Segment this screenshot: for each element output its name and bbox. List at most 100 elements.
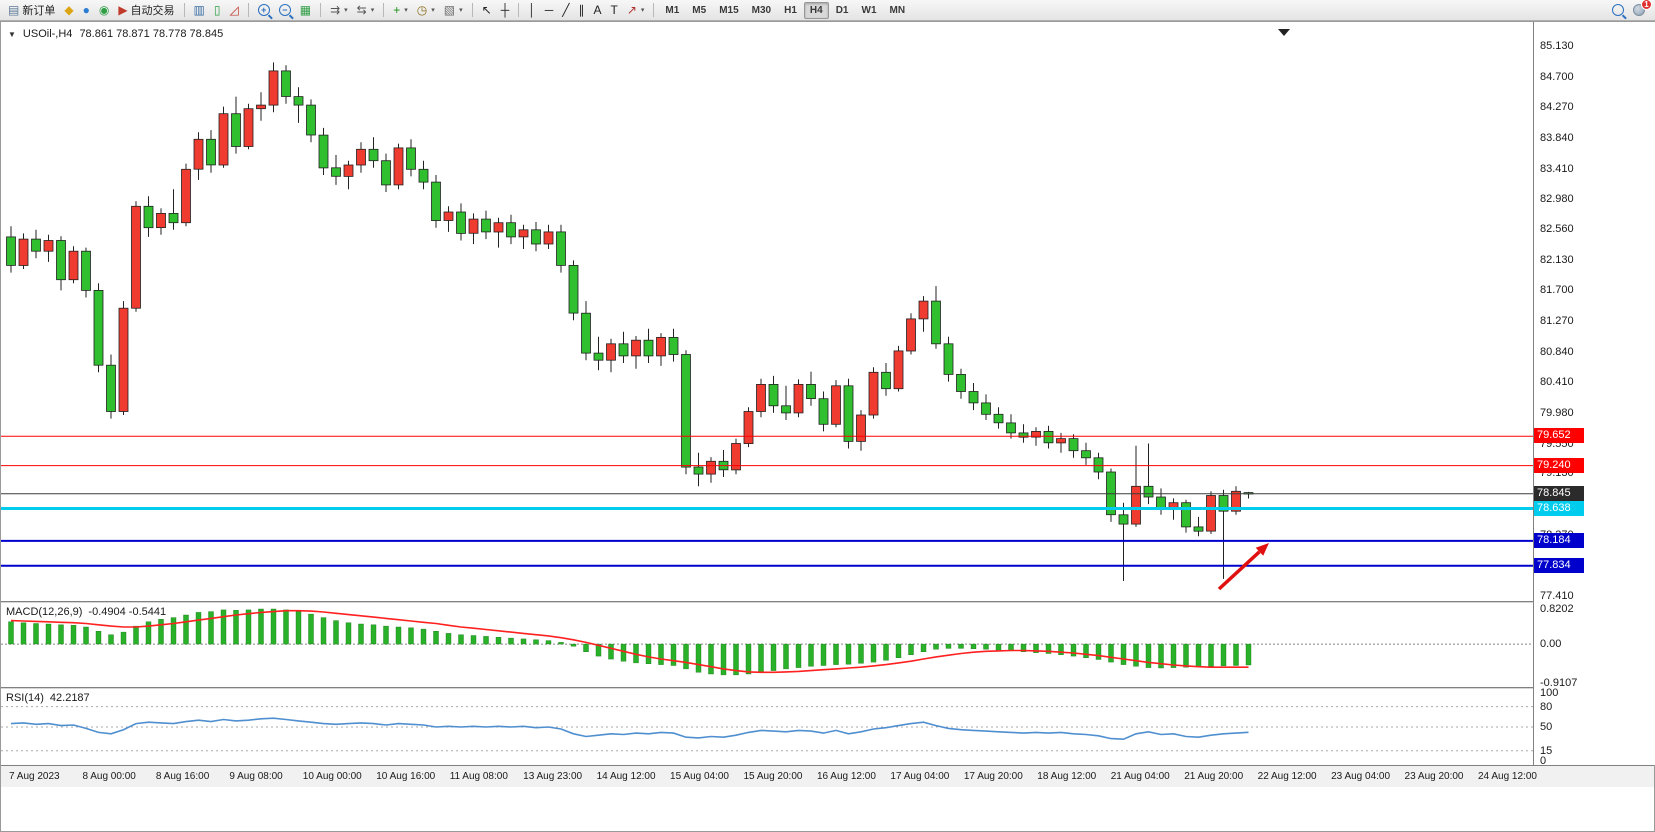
time-tick: 11 Aug 08:00 bbox=[449, 771, 508, 782]
rsi-axis-tick: 15 bbox=[1540, 744, 1553, 757]
price-tick: 85.130 bbox=[1540, 40, 1574, 52]
horizontal-line-icon[interactable]: ─ bbox=[541, 1, 558, 20]
price-axis[interactable]: 85.130 84.700 84.270 83.840 83.410 82.980 82.5… bbox=[1533, 22, 1655, 767]
chart-ohlc: 78.861 78.871 78.778 78.845 bbox=[79, 28, 224, 40]
text-label-tool-icon[interactable]: T bbox=[606, 1, 621, 20]
macd-values: -0.4904 -0.5441 bbox=[88, 606, 167, 618]
panel-splitter[interactable] bbox=[1, 687, 1654, 689]
timeframe-h1[interactable]: H1 bbox=[784, 4, 797, 16]
time-tick: 14 Aug 12:00 bbox=[596, 771, 656, 782]
toolbar-separator bbox=[518, 3, 520, 17]
price-tick: 81.270 bbox=[1540, 315, 1574, 327]
horizontal-price-lines[interactable] bbox=[1, 435, 1533, 567]
rsi-value: 42.2187 bbox=[49, 692, 90, 704]
new-order-button-label: 新订单 bbox=[22, 5, 56, 17]
search-button[interactable] bbox=[1608, 1, 1628, 20]
macd-axis-tick: 0.8202 bbox=[1540, 603, 1574, 615]
time-tick: 17 Aug 04:00 bbox=[890, 771, 950, 782]
community-icon[interactable]: ● bbox=[79, 1, 94, 20]
templates-icon: ▧ bbox=[443, 3, 456, 17]
timeframe-m5[interactable]: M5 bbox=[692, 4, 707, 16]
auto-scroll-icon: ⇉ bbox=[330, 3, 341, 17]
time-tick: 8 Aug 00:00 bbox=[82, 771, 136, 782]
candlestick-type-icon[interactable]: ▯ bbox=[210, 1, 225, 20]
chart-symbol-period: USOil-,H4 bbox=[22, 28, 73, 40]
equidistant-channel-icon[interactable]: ∥ bbox=[574, 1, 588, 20]
cursor-icon[interactable]: ↖ bbox=[478, 1, 496, 20]
rsi-axis-tick: 0 bbox=[1540, 755, 1547, 767]
crosshair-icon[interactable]: ┼ bbox=[497, 1, 514, 20]
price-tick: 83.410 bbox=[1540, 162, 1574, 175]
macd-signal-line bbox=[10, 609, 1249, 674]
notification-badge: 1 bbox=[1641, 0, 1652, 10]
rsi-panel[interactable]: RSI(14) 42.2187 bbox=[1, 689, 1533, 765]
resistance-line-1-label: 79.652 bbox=[1534, 428, 1584, 444]
chart-shift-icon[interactable]: ⇆ ▾ bbox=[353, 1, 379, 20]
zoom-out-icon[interactable]: − bbox=[275, 1, 295, 20]
price-tick: 84.270 bbox=[1540, 101, 1574, 114]
line-chart-type-icon[interactable]: ◿ bbox=[226, 1, 243, 20]
price-tick: 82.560 bbox=[1540, 223, 1574, 236]
community-icon: ● bbox=[82, 3, 90, 17]
rsi-axis-tick: 50 bbox=[1540, 721, 1553, 733]
time-tick: 7 Aug 2023 bbox=[9, 771, 60, 782]
arrows-tool-icon[interactable]: ↗ ▾ bbox=[623, 1, 649, 20]
toolbar-separator bbox=[471, 3, 473, 17]
time-axis[interactable]: 7 Aug 2023 8 Aug 00:00 8 Aug 16:00 9 Aug 08… bbox=[1, 765, 1654, 787]
price-tick: 80.410 bbox=[1540, 376, 1574, 389]
time-tick: 15 Aug 04:00 bbox=[670, 771, 729, 782]
trendline-icon[interactable]: ╱ bbox=[558, 1, 573, 20]
panel-splitter[interactable] bbox=[1, 601, 1654, 603]
add-indicator-icon: + bbox=[393, 3, 401, 17]
vertical-line-icon[interactable]: │ bbox=[524, 1, 540, 20]
timeframe-m30[interactable]: M30 bbox=[751, 4, 772, 16]
arrow-annotation[interactable] bbox=[1217, 543, 1269, 591]
templates-icon[interactable]: ▧ ▾ bbox=[440, 1, 467, 20]
metaquotes-icon[interactable]: ◆ bbox=[60, 1, 77, 20]
connection-icon[interactable]: ◉ bbox=[95, 1, 113, 20]
timeframe-d1[interactable]: D1 bbox=[835, 4, 849, 16]
auto-trading-button-label: 自动交易 bbox=[130, 5, 175, 17]
chart-shift-marker-icon[interactable] bbox=[1278, 29, 1290, 36]
time-tick: 22 Aug 12:00 bbox=[1257, 771, 1317, 782]
rsi-axis-tick: 100 bbox=[1540, 687, 1559, 699]
notifications-button[interactable]: 1 bbox=[1629, 0, 1652, 20]
tile-windows-icon[interactable]: ▦ bbox=[296, 1, 315, 20]
time-tick: 13 Aug 23:00 bbox=[523, 771, 583, 782]
timeframe-m15[interactable]: M15 bbox=[719, 4, 739, 16]
timeframe-w1[interactable]: W1 bbox=[861, 4, 877, 16]
period-clock-icon[interactable]: ◷ ▾ bbox=[413, 1, 439, 20]
price-tick: 81.700 bbox=[1540, 284, 1574, 297]
toolbar: ▤ 新订单 ◆ ● ◉ ▶ 自动交易 ▥ ▯ ◿ + − ▦ ⇉ ▾ ⇆ ▾ + ▾ ◷ ▾ ▧ ▾ ↖ ┼ │ ─ ╱ ∥ A T ↗ ▾ M1… bbox=[0, 0, 1655, 21]
add-indicator-icon[interactable]: + ▾ bbox=[389, 1, 412, 20]
timeframe-h4[interactable]: H4 bbox=[803, 1, 829, 19]
bar-chart-type-icon[interactable]: ▥ bbox=[190, 1, 209, 20]
chart-window: ▼ USOil-,H4 78.861 78.871 78.778 78.845 … bbox=[0, 21, 1655, 832]
main-chart[interactable]: ▼ USOil-,H4 78.861 78.871 78.778 78.845 bbox=[1, 24, 1533, 601]
rsi-canvas bbox=[1, 706, 1533, 752]
toolbar-separator bbox=[183, 3, 185, 17]
time-tick: 17 Aug 20:00 bbox=[963, 771, 1023, 782]
main-chart-canvas[interactable] bbox=[1, 24, 1533, 601]
zoom-in-icon[interactable]: + bbox=[254, 1, 274, 20]
bar-chart-type-icon: ▥ bbox=[193, 3, 205, 17]
timeframe-m1[interactable]: M1 bbox=[665, 4, 680, 16]
cursor-icon: ↖ bbox=[481, 3, 492, 17]
text-tool-icon[interactable]: A bbox=[589, 1, 605, 20]
auto-scroll-icon[interactable]: ⇉ ▾ bbox=[326, 1, 352, 20]
timeframe-mn[interactable]: MN bbox=[889, 4, 906, 16]
text-tool-icon: A bbox=[593, 3, 602, 17]
price-tick: 82.980 bbox=[1540, 193, 1574, 206]
candlestick-series bbox=[6, 62, 1254, 581]
macd-panel[interactable]: MACD(12,26,9) -0.4904 -0.5441 bbox=[1, 603, 1533, 687]
auto-trading-button[interactable]: ▶ 自动交易 bbox=[114, 1, 178, 20]
price-tick: 80.840 bbox=[1540, 345, 1574, 358]
text-label-tool-icon: T bbox=[610, 3, 618, 17]
time-tick: 15 Aug 20:00 bbox=[743, 771, 803, 782]
chart-dropdown-icon[interactable]: ▼ bbox=[8, 29, 16, 39]
new-order-button[interactable]: ▤ 新订单 bbox=[4, 1, 59, 20]
macd-label: MACD(12,26,9) -0.4904 -0.5441 bbox=[6, 606, 166, 618]
rsi-name: RSI(14) bbox=[6, 692, 44, 704]
tile-windows-icon: ▦ bbox=[299, 3, 312, 17]
rsi-label: RSI(14) 42.2187 bbox=[6, 692, 90, 704]
